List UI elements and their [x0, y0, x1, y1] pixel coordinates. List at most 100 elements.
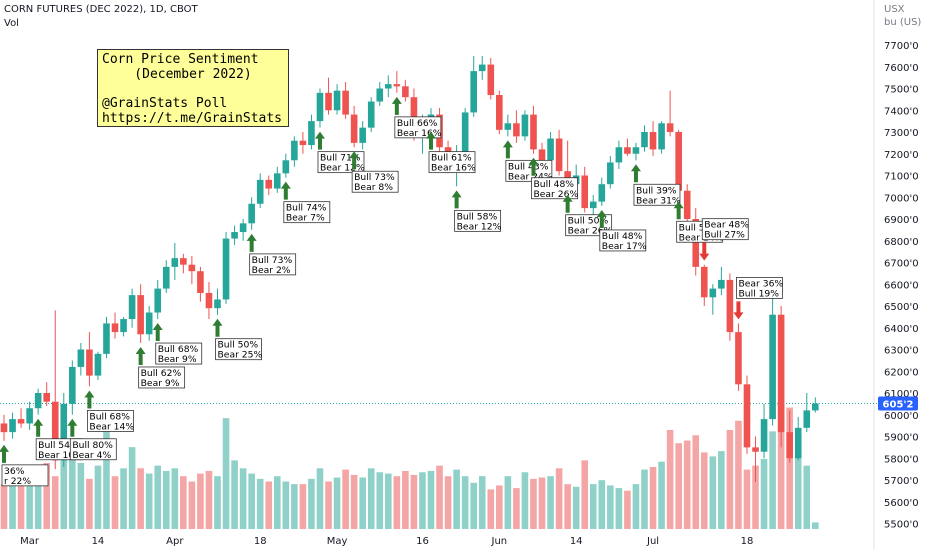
candle-body — [581, 175, 589, 209]
time-tick-label: Jun — [491, 536, 508, 547]
price-tick-label: 6100'0 — [884, 389, 919, 400]
sentiment-label: Bull 68%Bear 14% — [87, 410, 134, 432]
candle-body — [700, 266, 708, 298]
volume-bar — [743, 469, 751, 529]
candle-body — [530, 114, 537, 150]
volume-bar — [77, 463, 85, 529]
candle-body — [615, 147, 623, 163]
time-tick-label: 18 — [741, 536, 754, 547]
candle-body — [393, 84, 401, 87]
candle-body — [197, 271, 204, 293]
candle-body — [607, 162, 614, 185]
candle-body — [521, 114, 529, 137]
volume-bar — [154, 465, 162, 529]
volume-bar — [581, 460, 589, 529]
candle-body — [641, 132, 648, 148]
sentiment-line1: Bull 48% — [602, 231, 643, 242]
sentiment-box — [69, 438, 117, 461]
arrow-shape — [280, 181, 291, 200]
candle-body — [0, 423, 8, 433]
sentiment-label: Bull 74%Bear 7% — [283, 201, 331, 224]
sentiment-label: Bull 48%Bear 26% — [531, 177, 578, 200]
arrow-shape — [562, 194, 573, 213]
candle-body — [214, 299, 221, 309]
arrow-shape — [502, 140, 513, 159]
volume-bar — [666, 430, 674, 529]
sentiment-label: Bull 68%Bear 9% — [155, 342, 203, 365]
sentiment-box — [1, 464, 49, 487]
candle-body — [265, 179, 273, 189]
volume-bar — [376, 472, 384, 529]
volume-bar — [162, 470, 170, 529]
sentiment-label: Bull 50%Bear 25% — [215, 338, 263, 361]
volume-bar — [436, 465, 443, 529]
volume-bar — [461, 476, 469, 529]
sentiment-line2: Bear 8% — [354, 182, 393, 193]
sentiment-line2: Bear 25% — [218, 350, 263, 361]
time-tick-label: Mar — [20, 536, 40, 547]
volume-bar — [34, 481, 42, 529]
volume-bar — [385, 473, 392, 529]
sentiment-line2: Bear 17% — [602, 241, 647, 252]
volume-bar — [726, 430, 734, 529]
sentiment-line1: Bull 43% — [508, 161, 549, 172]
candle-body — [504, 123, 512, 130]
volume-bar — [589, 484, 597, 529]
volume-bar — [308, 478, 315, 529]
volume-bar — [598, 480, 606, 529]
volume-bar — [700, 452, 708, 529]
candle-body — [598, 184, 606, 202]
candle-body — [188, 264, 196, 272]
sentiment-line1: Bull 39% — [636, 185, 677, 196]
candle-body — [777, 314, 785, 433]
candle-body — [478, 64, 486, 72]
sentiment-line1: Bull 50% — [218, 340, 259, 351]
sentiment-line1: Bear 48% — [704, 220, 749, 231]
volume-bar — [419, 472, 426, 529]
volume-bar — [607, 485, 614, 529]
volume-bar — [794, 456, 802, 529]
sentiment-label: Bear 36%Bull 19% — [736, 276, 783, 299]
candle-body — [180, 258, 187, 265]
candle-body — [154, 288, 162, 313]
price-tick-label: 5900'0 — [884, 433, 919, 444]
candle-body — [51, 401, 59, 461]
volume-bar — [180, 476, 187, 529]
bear-arrow-icon — [699, 242, 710, 261]
candle-body — [171, 258, 179, 267]
sentiment-box — [505, 159, 553, 182]
volume-bar — [521, 472, 529, 529]
price-tick-label: 7200'0 — [884, 150, 919, 161]
arrow-shape — [528, 157, 539, 176]
volume-bar — [555, 468, 563, 529]
price-tick-label: 6900'0 — [884, 215, 919, 226]
sentiment-box — [249, 253, 297, 276]
note-link: https://t.me/GrainStats — [102, 111, 283, 126]
arrow-shape — [426, 131, 436, 150]
sentiment-label: Bull 61%Bear 16% — [428, 151, 476, 174]
candle-body — [34, 393, 42, 409]
sentiment-line1: Bull 61% — [431, 153, 472, 164]
volume-bar — [513, 488, 520, 529]
candle-body — [376, 88, 384, 102]
price-tick-label: 5600'0 — [884, 498, 919, 509]
candle-body — [786, 432, 793, 459]
candle-body — [359, 127, 366, 143]
sentiment-line1: 36% — [4, 466, 25, 477]
candle-body — [547, 138, 554, 161]
sentiment-line2: Bear 26% — [533, 189, 578, 200]
arrow-shape — [596, 209, 607, 228]
volume-bar — [683, 440, 691, 529]
time-tick-label: Jul — [646, 536, 659, 547]
volume-bar — [222, 418, 230, 529]
sentiment-line2: r 22% — [4, 476, 31, 487]
price-tick-label: 6600'0 — [884, 280, 919, 291]
sentiment-line2: Bear 31% — [636, 195, 681, 206]
candle-body — [60, 403, 68, 461]
volume-bar — [530, 478, 537, 529]
arrow-shape — [630, 164, 641, 183]
candle-body — [794, 427, 802, 459]
candle-body — [385, 84, 392, 89]
